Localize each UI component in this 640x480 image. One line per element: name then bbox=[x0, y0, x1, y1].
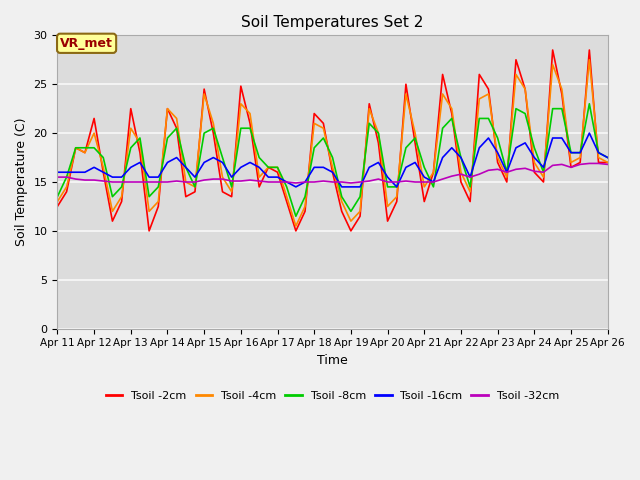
Tsoil -32cm bbox=[393, 179, 401, 185]
Tsoil -16cm bbox=[164, 159, 172, 165]
Line: Tsoil -8cm: Tsoil -8cm bbox=[58, 104, 608, 216]
Tsoil -4cm bbox=[586, 57, 593, 63]
Tsoil -32cm bbox=[54, 174, 61, 180]
Tsoil -4cm bbox=[292, 223, 300, 229]
Tsoil -16cm bbox=[540, 165, 547, 170]
Line: Tsoil -16cm: Tsoil -16cm bbox=[58, 133, 608, 187]
Tsoil -8cm bbox=[586, 101, 593, 107]
Tsoil -32cm bbox=[182, 179, 189, 185]
Tsoil -2cm bbox=[393, 199, 401, 204]
Tsoil -32cm bbox=[540, 169, 547, 175]
Tsoil -4cm bbox=[246, 111, 254, 117]
Tsoil -16cm bbox=[356, 184, 364, 190]
Tsoil -4cm bbox=[164, 106, 172, 111]
Tsoil -16cm bbox=[292, 184, 300, 190]
Tsoil -4cm bbox=[54, 199, 61, 204]
Line: Tsoil -4cm: Tsoil -4cm bbox=[58, 60, 608, 226]
Tsoil -32cm bbox=[164, 179, 172, 185]
Tsoil -16cm bbox=[604, 155, 612, 160]
Tsoil -16cm bbox=[246, 159, 254, 165]
Tsoil -4cm bbox=[540, 174, 547, 180]
Tsoil -8cm bbox=[164, 135, 172, 141]
Tsoil -4cm bbox=[604, 159, 612, 165]
Line: Tsoil -32cm: Tsoil -32cm bbox=[58, 163, 608, 183]
Tsoil -32cm bbox=[604, 162, 612, 168]
Tsoil -8cm bbox=[540, 169, 547, 175]
Tsoil -8cm bbox=[604, 155, 612, 160]
Tsoil -32cm bbox=[586, 160, 593, 166]
Text: VR_met: VR_met bbox=[60, 37, 113, 50]
Tsoil -2cm bbox=[145, 228, 153, 234]
Tsoil -8cm bbox=[393, 184, 401, 190]
Tsoil -32cm bbox=[292, 180, 300, 186]
Tsoil -2cm bbox=[173, 125, 180, 131]
Tsoil -16cm bbox=[182, 165, 189, 170]
Tsoil -16cm bbox=[586, 130, 593, 136]
Tsoil -2cm bbox=[604, 159, 612, 165]
Tsoil -16cm bbox=[393, 184, 401, 190]
Tsoil -4cm bbox=[182, 179, 189, 185]
Tsoil -8cm bbox=[182, 165, 189, 170]
Tsoil -2cm bbox=[191, 189, 199, 195]
Line: Tsoil -2cm: Tsoil -2cm bbox=[58, 50, 608, 231]
Tsoil -32cm bbox=[246, 177, 254, 183]
Y-axis label: Soil Temperature (C): Soil Temperature (C) bbox=[15, 118, 28, 246]
Tsoil -2cm bbox=[356, 213, 364, 219]
Tsoil -4cm bbox=[356, 208, 364, 214]
Tsoil -32cm bbox=[356, 179, 364, 185]
Tsoil -4cm bbox=[393, 194, 401, 200]
Tsoil -8cm bbox=[356, 194, 364, 200]
Tsoil -2cm bbox=[255, 184, 263, 190]
Legend: Tsoil -2cm, Tsoil -4cm, Tsoil -8cm, Tsoil -16cm, Tsoil -32cm: Tsoil -2cm, Tsoil -4cm, Tsoil -8cm, Tsoi… bbox=[101, 386, 564, 405]
Tsoil -2cm bbox=[54, 204, 61, 209]
Tsoil -16cm bbox=[54, 169, 61, 175]
X-axis label: Time: Time bbox=[317, 354, 348, 367]
Title: Soil Temperatures Set 2: Soil Temperatures Set 2 bbox=[241, 15, 424, 30]
Tsoil -2cm bbox=[549, 47, 557, 53]
Tsoil -8cm bbox=[246, 125, 254, 131]
Tsoil -8cm bbox=[292, 213, 300, 219]
Tsoil -2cm bbox=[540, 179, 547, 185]
Tsoil -8cm bbox=[54, 194, 61, 200]
